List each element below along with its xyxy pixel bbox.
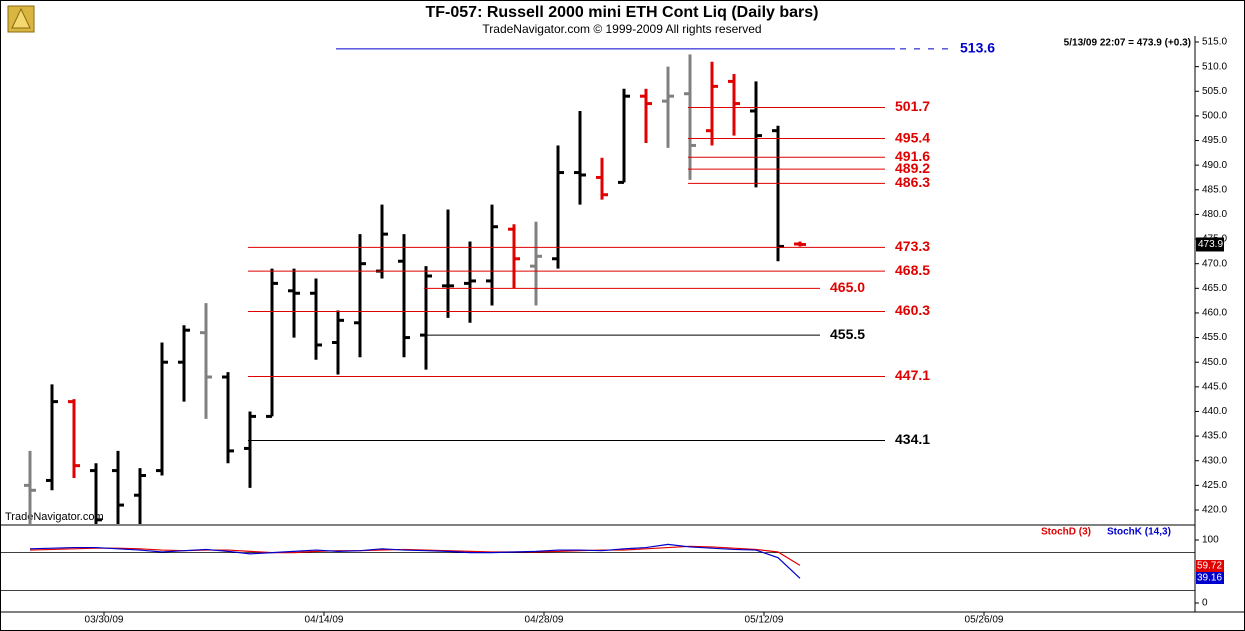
last-price-box xyxy=(1196,237,1224,252)
logo xyxy=(7,5,35,33)
y-tick-label: 425.0 xyxy=(1202,480,1227,491)
y-tick-label: 430.0 xyxy=(1202,455,1227,466)
watermark: TradeNavigator.com xyxy=(5,511,104,523)
y-tick-label: 495.0 xyxy=(1202,135,1227,146)
level-label: 491.6 xyxy=(895,148,930,164)
x-tick-label: 05/12/09 xyxy=(745,615,784,626)
y-tick-label: 440.0 xyxy=(1202,406,1227,417)
legend-entry: StochD (3) xyxy=(1041,527,1091,538)
level-label: 455.5 xyxy=(830,326,865,342)
y-tick-label: 490.0 xyxy=(1202,160,1227,171)
y-tick-label: 445.0 xyxy=(1202,381,1227,392)
y-tick-label: 515.0 xyxy=(1202,37,1227,48)
level-label: 465.0 xyxy=(830,279,865,295)
y-tick-label: 465.0 xyxy=(1202,283,1227,294)
level-label: 460.3 xyxy=(895,302,930,318)
stoch-line xyxy=(29,545,801,566)
chart-title: TF-057: Russell 2000 mini ETH Cont Liq (… xyxy=(426,4,819,21)
y-tick-label: 505.0 xyxy=(1202,86,1227,97)
chart-subtitle: TradeNavigator.com © 1999-2009 All right… xyxy=(482,22,761,36)
quote-info: 5/13/09 22:07 = 473.9 (+0.3) xyxy=(1064,38,1191,49)
stoch-line xyxy=(29,543,801,579)
level-label: 468.5 xyxy=(895,262,930,278)
y-tick-label: 500.0 xyxy=(1202,111,1227,122)
level-label: 473.3 xyxy=(895,238,930,254)
y-tick-label: 460.0 xyxy=(1202,308,1227,319)
last-value-label: 39.16 xyxy=(1197,573,1222,584)
last-value-label: 59.72 xyxy=(1197,561,1222,572)
last-value-box xyxy=(1196,572,1224,584)
y-tick-label: 100 xyxy=(1202,535,1219,546)
y-tick-label: 510.0 xyxy=(1202,61,1227,72)
y-tick-label: 450.0 xyxy=(1202,357,1227,368)
y-tick-label: 455.0 xyxy=(1202,332,1227,343)
last-price-label: 473.9 xyxy=(1198,239,1223,250)
level-label: 489.2 xyxy=(895,160,930,176)
x-tick-label: 03/30/09 xyxy=(85,615,124,626)
x-tick-label: 04/28/09 xyxy=(525,615,564,626)
last-value-box xyxy=(1196,560,1224,572)
level-label: 447.1 xyxy=(895,367,930,383)
level-label: 486.3 xyxy=(895,174,930,190)
price-plot xyxy=(24,54,806,524)
y-tick-label: 485.0 xyxy=(1202,184,1227,195)
legend-entry: StochK (14,3) xyxy=(1107,527,1171,538)
y-tick-label: 435.0 xyxy=(1202,431,1227,442)
level-label: 513.6 xyxy=(960,40,995,56)
y-tick-label: 470.0 xyxy=(1202,258,1227,269)
level-label: 434.1 xyxy=(895,431,930,447)
x-tick-label: 04/14/09 xyxy=(305,615,344,626)
y-tick-label: 480.0 xyxy=(1202,209,1227,220)
y-tick-label: 0 xyxy=(1202,598,1208,609)
level-label: 495.4 xyxy=(895,129,930,145)
x-tick-label: 05/26/09 xyxy=(965,615,1004,626)
level-label: 501.7 xyxy=(895,98,930,114)
y-tick-label: 420.0 xyxy=(1202,505,1227,516)
